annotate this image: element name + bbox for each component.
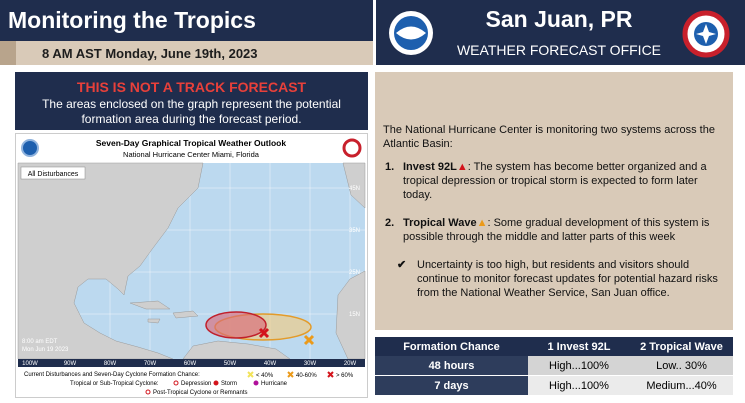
cyclone-label: Storm: [221, 381, 237, 387]
summary-panel: The National Hurricane Center is monitor…: [375, 72, 733, 330]
map-title: Seven-Day Graphical Tropical Weather Out…: [96, 138, 286, 148]
logo-star: [696, 24, 716, 44]
latitude-label: 15N: [349, 312, 360, 318]
chance-label: 40-60%: [296, 373, 317, 379]
item-text: : Some gradual development of this syste…: [403, 217, 710, 243]
header-right: San Juan, PR WEATHER FORECAST OFFICE: [376, 0, 745, 65]
check-mark: ✔: [397, 259, 407, 271]
longitude-label: 70W: [144, 361, 157, 367]
noaa-logo: [389, 11, 433, 55]
invest-92l-area: [205, 311, 267, 339]
longitude-label: 30W: [304, 361, 317, 367]
row-label: 48 hours: [375, 356, 528, 376]
chance-icon: [287, 371, 294, 378]
cyclone-icon: [213, 380, 219, 386]
summary-note: ✔ Uncertainty is too high, but residents…: [397, 258, 725, 300]
longitude-label: 80W: [104, 361, 117, 367]
cyclone-legend: Depression Storm Hurricane: [173, 380, 288, 387]
title: Monitoring the Tropics: [8, 7, 256, 33]
cell: High...100%: [528, 375, 630, 395]
europe: [342, 162, 366, 209]
formation-legend: < 40% 40-60% > 60%: [247, 371, 354, 379]
noaa-mini-logo: [21, 139, 39, 157]
post-tropical-icon: [145, 389, 151, 395]
cyclone-icon: [253, 380, 259, 386]
latitude-label: 35N: [349, 228, 360, 234]
red-triangle: ▲: [456, 161, 468, 173]
longitude-label: 50W: [224, 361, 237, 367]
cyclone-label: Hurricane: [261, 381, 288, 387]
cell: Low.. 30%: [630, 356, 733, 376]
longitude-label: 40W: [264, 361, 277, 367]
header-cell: 1 Invest 92L: [547, 340, 611, 353]
caribbean-islands: [129, 300, 199, 324]
table-header: Formation Chance 1 Invest 92L 2 Tropical…: [375, 337, 733, 356]
cell: Medium...40%: [630, 375, 733, 395]
table: Formation Chance 1 Invest 92L 2 Tropical…: [375, 337, 733, 395]
date: 8 AM AST Monday, June 19th, 2023: [42, 46, 258, 61]
notice-text: The areas enclosed on the graph represen…: [42, 97, 341, 126]
office-city: San Juan, PR: [485, 6, 633, 32]
formation-table: Formation Chance 1 Invest 92L 2 Tropical…: [375, 337, 733, 395]
summary-item: 2. Tropical Wave▲: Some gradual developm…: [385, 216, 725, 244]
latitude-label: 45N: [349, 186, 360, 192]
table-row: 7 days High...100% Medium...40%: [375, 375, 733, 395]
timestamp: Mon Jun 19 2023: [22, 347, 69, 353]
row-label: 7 days: [375, 375, 528, 395]
summary-item: 1. Invest 92L▲: The system has become be…: [385, 160, 725, 202]
cyclone-icon: [173, 380, 179, 386]
longitude-label: 100W: [22, 361, 38, 367]
summary-intro: The National Hurricane Center is monitor…: [383, 124, 715, 150]
logo-bird: [396, 26, 426, 40]
notice: THIS IS NOT A TRACK FORECAST The areas e…: [15, 72, 368, 130]
longitude-labels: 100W 90W 80W 70W 60W 50W 40W 30W 20W: [22, 361, 356, 367]
header-cell: Formation Chance: [403, 340, 500, 353]
item-name: Tropical Wave: [403, 217, 477, 229]
all-disturbances-label[interactable]: All Disturbances: [28, 171, 79, 178]
item-number: 2.: [385, 217, 395, 229]
nws-logo: [682, 10, 730, 58]
date-strip: 8 AM AST Monday, June 19th, 2023: [0, 41, 373, 65]
header-cell: 2 Tropical Wave: [640, 340, 723, 353]
outlook-map-panel: Seven-Day Graphical Tropical Weather Out…: [15, 133, 368, 398]
longitude-bar: [18, 359, 365, 367]
item-name: Invest 92L: [403, 161, 457, 173]
table-row: 48 hours High...100% Low.. 30%: [375, 356, 733, 376]
chance-icon: [247, 371, 254, 378]
note-text: Uncertainty is too high, but residents a…: [417, 259, 718, 299]
formation-legend-label: Current Disturbances and Seven-Day Cyclo…: [24, 372, 200, 378]
all-disturbances-tab[interactable]: [20, 166, 86, 180]
cyclone-label: Depression: [181, 381, 211, 387]
logo-band: [682, 10, 730, 58]
longitude-label: 20W: [344, 361, 357, 367]
invest-92l-marker: [258, 327, 270, 339]
longitude-label: 60W: [184, 361, 197, 367]
longitude-label: 90W: [64, 361, 77, 367]
item-text: : The system has become better organized…: [403, 161, 707, 201]
cyclone-legend-label: Tropical or Sub-Tropical Cyclone:: [70, 381, 159, 387]
map-body: All Disturbances 8:00 am EDT Mon Jun 19 …: [17, 162, 366, 360]
chance-label: < 40%: [256, 373, 274, 379]
header-left: Monitoring the Tropics: [0, 0, 373, 41]
latitude-labels: 45N 35N 25N 15N: [349, 186, 360, 318]
office-name: WEATHER FORECAST OFFICE: [456, 42, 662, 58]
north-america: [17, 162, 204, 360]
notice-title: THIS IS NOT A TRACK FORECAST: [76, 79, 307, 95]
map-subtitle: National Hurricane Center Miami, Florida: [123, 150, 260, 159]
latitude-label: 25N: [349, 270, 360, 276]
outlook-map: Seven-Day Graphical Tropical Weather Out…: [17, 138, 366, 396]
tropical-wave-marker: [303, 334, 315, 346]
nws-mini-logo: [342, 138, 362, 158]
orange-triangle: ▲: [476, 217, 488, 229]
timestamp: 8:00 am EDT: [22, 339, 58, 345]
post-tropical-label: Post-Tropical Cyclone or Remnants: [153, 390, 247, 396]
chance-icon: [327, 371, 334, 378]
cell: High...100%: [528, 356, 630, 376]
chance-label: > 60%: [336, 373, 354, 379]
item-number: 1.: [385, 161, 395, 173]
